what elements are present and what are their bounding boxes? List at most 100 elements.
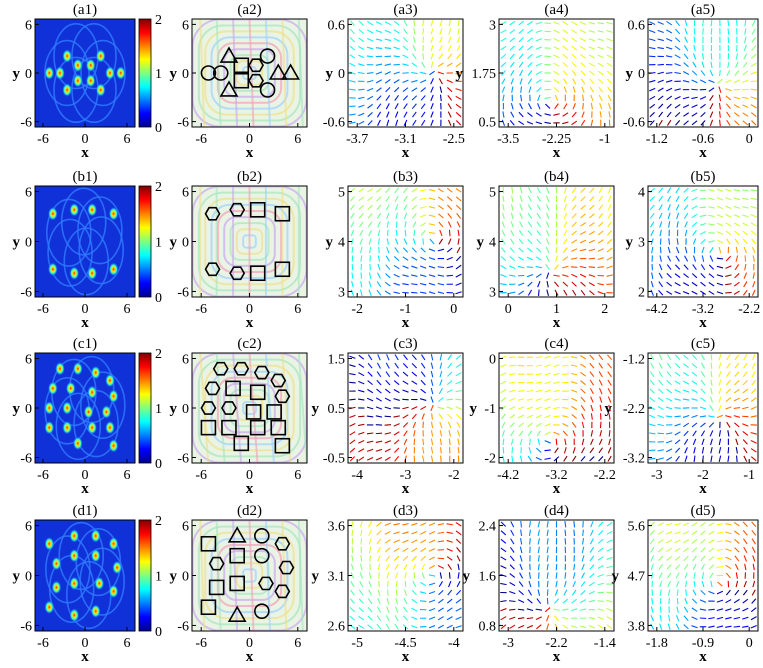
vector-arrow bbox=[350, 563, 354, 571]
vortex-square-marker bbox=[200, 419, 217, 436]
vector-arrow bbox=[455, 71, 462, 75]
heatmap-contour bbox=[78, 216, 124, 285]
vector-arrow bbox=[649, 87, 656, 92]
vector-arrow bbox=[734, 238, 740, 245]
vector-arrow bbox=[544, 607, 551, 613]
vector-arrow bbox=[422, 36, 425, 44]
panel-title: (a2) bbox=[237, 2, 261, 18]
vector-arrow bbox=[750, 112, 757, 117]
vector-arrow bbox=[675, 615, 680, 622]
vector-arrow bbox=[589, 290, 595, 296]
vector-arrow bbox=[733, 189, 741, 192]
vector-arrow bbox=[545, 246, 550, 254]
y-tick-label: -0.5 bbox=[323, 452, 345, 467]
colorbar-tick-label: 0 bbox=[155, 457, 162, 472]
vector-arrow bbox=[733, 406, 741, 410]
vector-arrow bbox=[571, 195, 577, 202]
vector-arrow bbox=[657, 414, 664, 419]
y-axis-label: y bbox=[470, 401, 478, 417]
vector-arrow bbox=[699, 96, 707, 100]
vector-arrow bbox=[394, 447, 400, 454]
vector-arrow bbox=[437, 205, 444, 210]
vector-arrow bbox=[527, 221, 533, 228]
vector-arrow bbox=[666, 572, 672, 579]
vortex-hexagon-marker bbox=[233, 361, 250, 376]
vector-arrow bbox=[588, 248, 596, 252]
vector-arrow bbox=[500, 265, 507, 270]
vortex-square-marker bbox=[270, 419, 287, 436]
vector-arrow bbox=[651, 272, 654, 279]
vector-arrow bbox=[648, 46, 656, 50]
x-tick-label: -3 bbox=[502, 636, 514, 651]
vortex-hexagon-marker bbox=[274, 536, 291, 551]
vector-arrow bbox=[438, 413, 444, 420]
vector-arrow bbox=[579, 625, 587, 629]
vector-arrow bbox=[658, 272, 663, 279]
y-tick-label: -0.6 bbox=[623, 116, 645, 131]
vector-arrow bbox=[675, 572, 680, 579]
x-tick-label: 0 bbox=[246, 468, 253, 483]
vector-arrow bbox=[430, 362, 434, 369]
vector-arrow bbox=[430, 353, 434, 361]
vector-arrow bbox=[412, 221, 417, 228]
vortex-square-marker bbox=[208, 579, 225, 596]
vector-arrow bbox=[692, 61, 697, 68]
vector-arrow bbox=[562, 415, 569, 418]
vector-arrow bbox=[394, 111, 399, 118]
vector-arrow bbox=[590, 413, 593, 420]
vector-arrow bbox=[668, 614, 671, 622]
vector-arrow bbox=[691, 363, 698, 369]
vector-arrow bbox=[403, 119, 408, 126]
vector-arrow bbox=[607, 86, 612, 93]
vector-arrow bbox=[403, 589, 408, 596]
vector-arrow bbox=[439, 447, 442, 454]
vector-arrow bbox=[742, 112, 749, 117]
vector-arrow bbox=[571, 413, 578, 419]
vector-arrow bbox=[666, 539, 673, 544]
vector-arrow bbox=[402, 531, 409, 535]
vector-arrow bbox=[421, 563, 426, 571]
vector-arrow bbox=[384, 432, 392, 435]
vector-arrow bbox=[718, 387, 722, 395]
vector-arrow bbox=[691, 281, 698, 287]
vector-arrow bbox=[394, 564, 399, 570]
vector-arrow bbox=[412, 53, 417, 60]
vector-arrow bbox=[700, 281, 706, 287]
vector-arrow bbox=[727, 455, 730, 463]
vector-arrow bbox=[553, 54, 560, 59]
colorbar bbox=[138, 18, 152, 128]
vortex-circle-marker bbox=[212, 65, 229, 81]
vector-arrow bbox=[455, 88, 462, 92]
vector-arrow bbox=[734, 430, 739, 437]
vector-arrow bbox=[675, 255, 680, 262]
vector-arrow bbox=[657, 38, 664, 42]
vector-arrow bbox=[544, 96, 551, 100]
y-tick-label: -6 bbox=[177, 619, 189, 634]
heatmap-peak bbox=[69, 528, 80, 543]
vector-arrow bbox=[682, 522, 690, 527]
interference-ring bbox=[242, 400, 257, 416]
vector-arrow bbox=[358, 354, 365, 360]
vector-arrow bbox=[570, 364, 578, 367]
vector-arrow bbox=[675, 120, 681, 126]
vector-arrow bbox=[597, 616, 604, 621]
vector-arrow bbox=[597, 538, 604, 544]
vector-arrow bbox=[743, 272, 748, 279]
vector-arrow bbox=[350, 580, 355, 588]
vector-arrow bbox=[562, 430, 568, 437]
vector-arrow bbox=[438, 589, 444, 596]
heatmap-peak bbox=[90, 528, 101, 543]
vector-arrow bbox=[683, 273, 689, 279]
heatmap-peak bbox=[62, 401, 73, 415]
vector-arrow bbox=[402, 555, 409, 562]
vector-arrow bbox=[535, 46, 542, 50]
y-axis-label: y bbox=[312, 401, 320, 417]
vector-arrow bbox=[509, 624, 516, 629]
vector-arrow bbox=[367, 188, 374, 193]
vector-arrow bbox=[527, 589, 533, 596]
vector-arrow bbox=[735, 53, 739, 60]
vector-arrow bbox=[500, 380, 507, 385]
vector-arrow bbox=[412, 119, 417, 126]
